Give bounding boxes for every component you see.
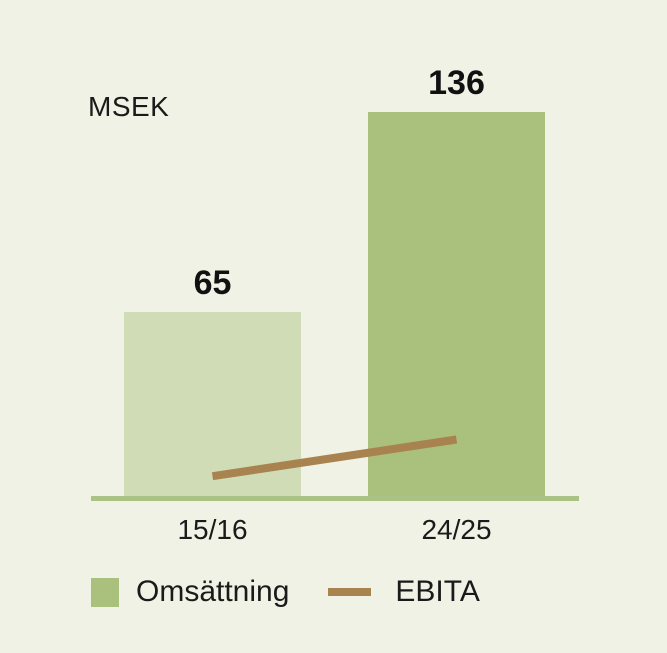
bar-value-label-15-16: 65 [193,264,232,302]
legend: Omsättning EBITA [91,575,480,609]
legend-swatch-omsattning [91,577,119,607]
bar-omsattning-24-25 [368,112,545,496]
x-axis-line [91,496,579,501]
legend-label-omsattning: Omsättning [136,575,290,608]
x-tick-label-24-25: 24/25 [421,514,492,545]
y-axis-unit-label: MSEK [88,91,170,122]
x-tick-label-15-16: 15/16 [177,514,248,545]
bar-value-label-24-25: 136 [428,64,485,102]
bar-omsattning-15-16 [124,312,301,496]
legend-label-ebita: EBITA [395,575,480,608]
legend-swatch-ebita [328,588,372,596]
